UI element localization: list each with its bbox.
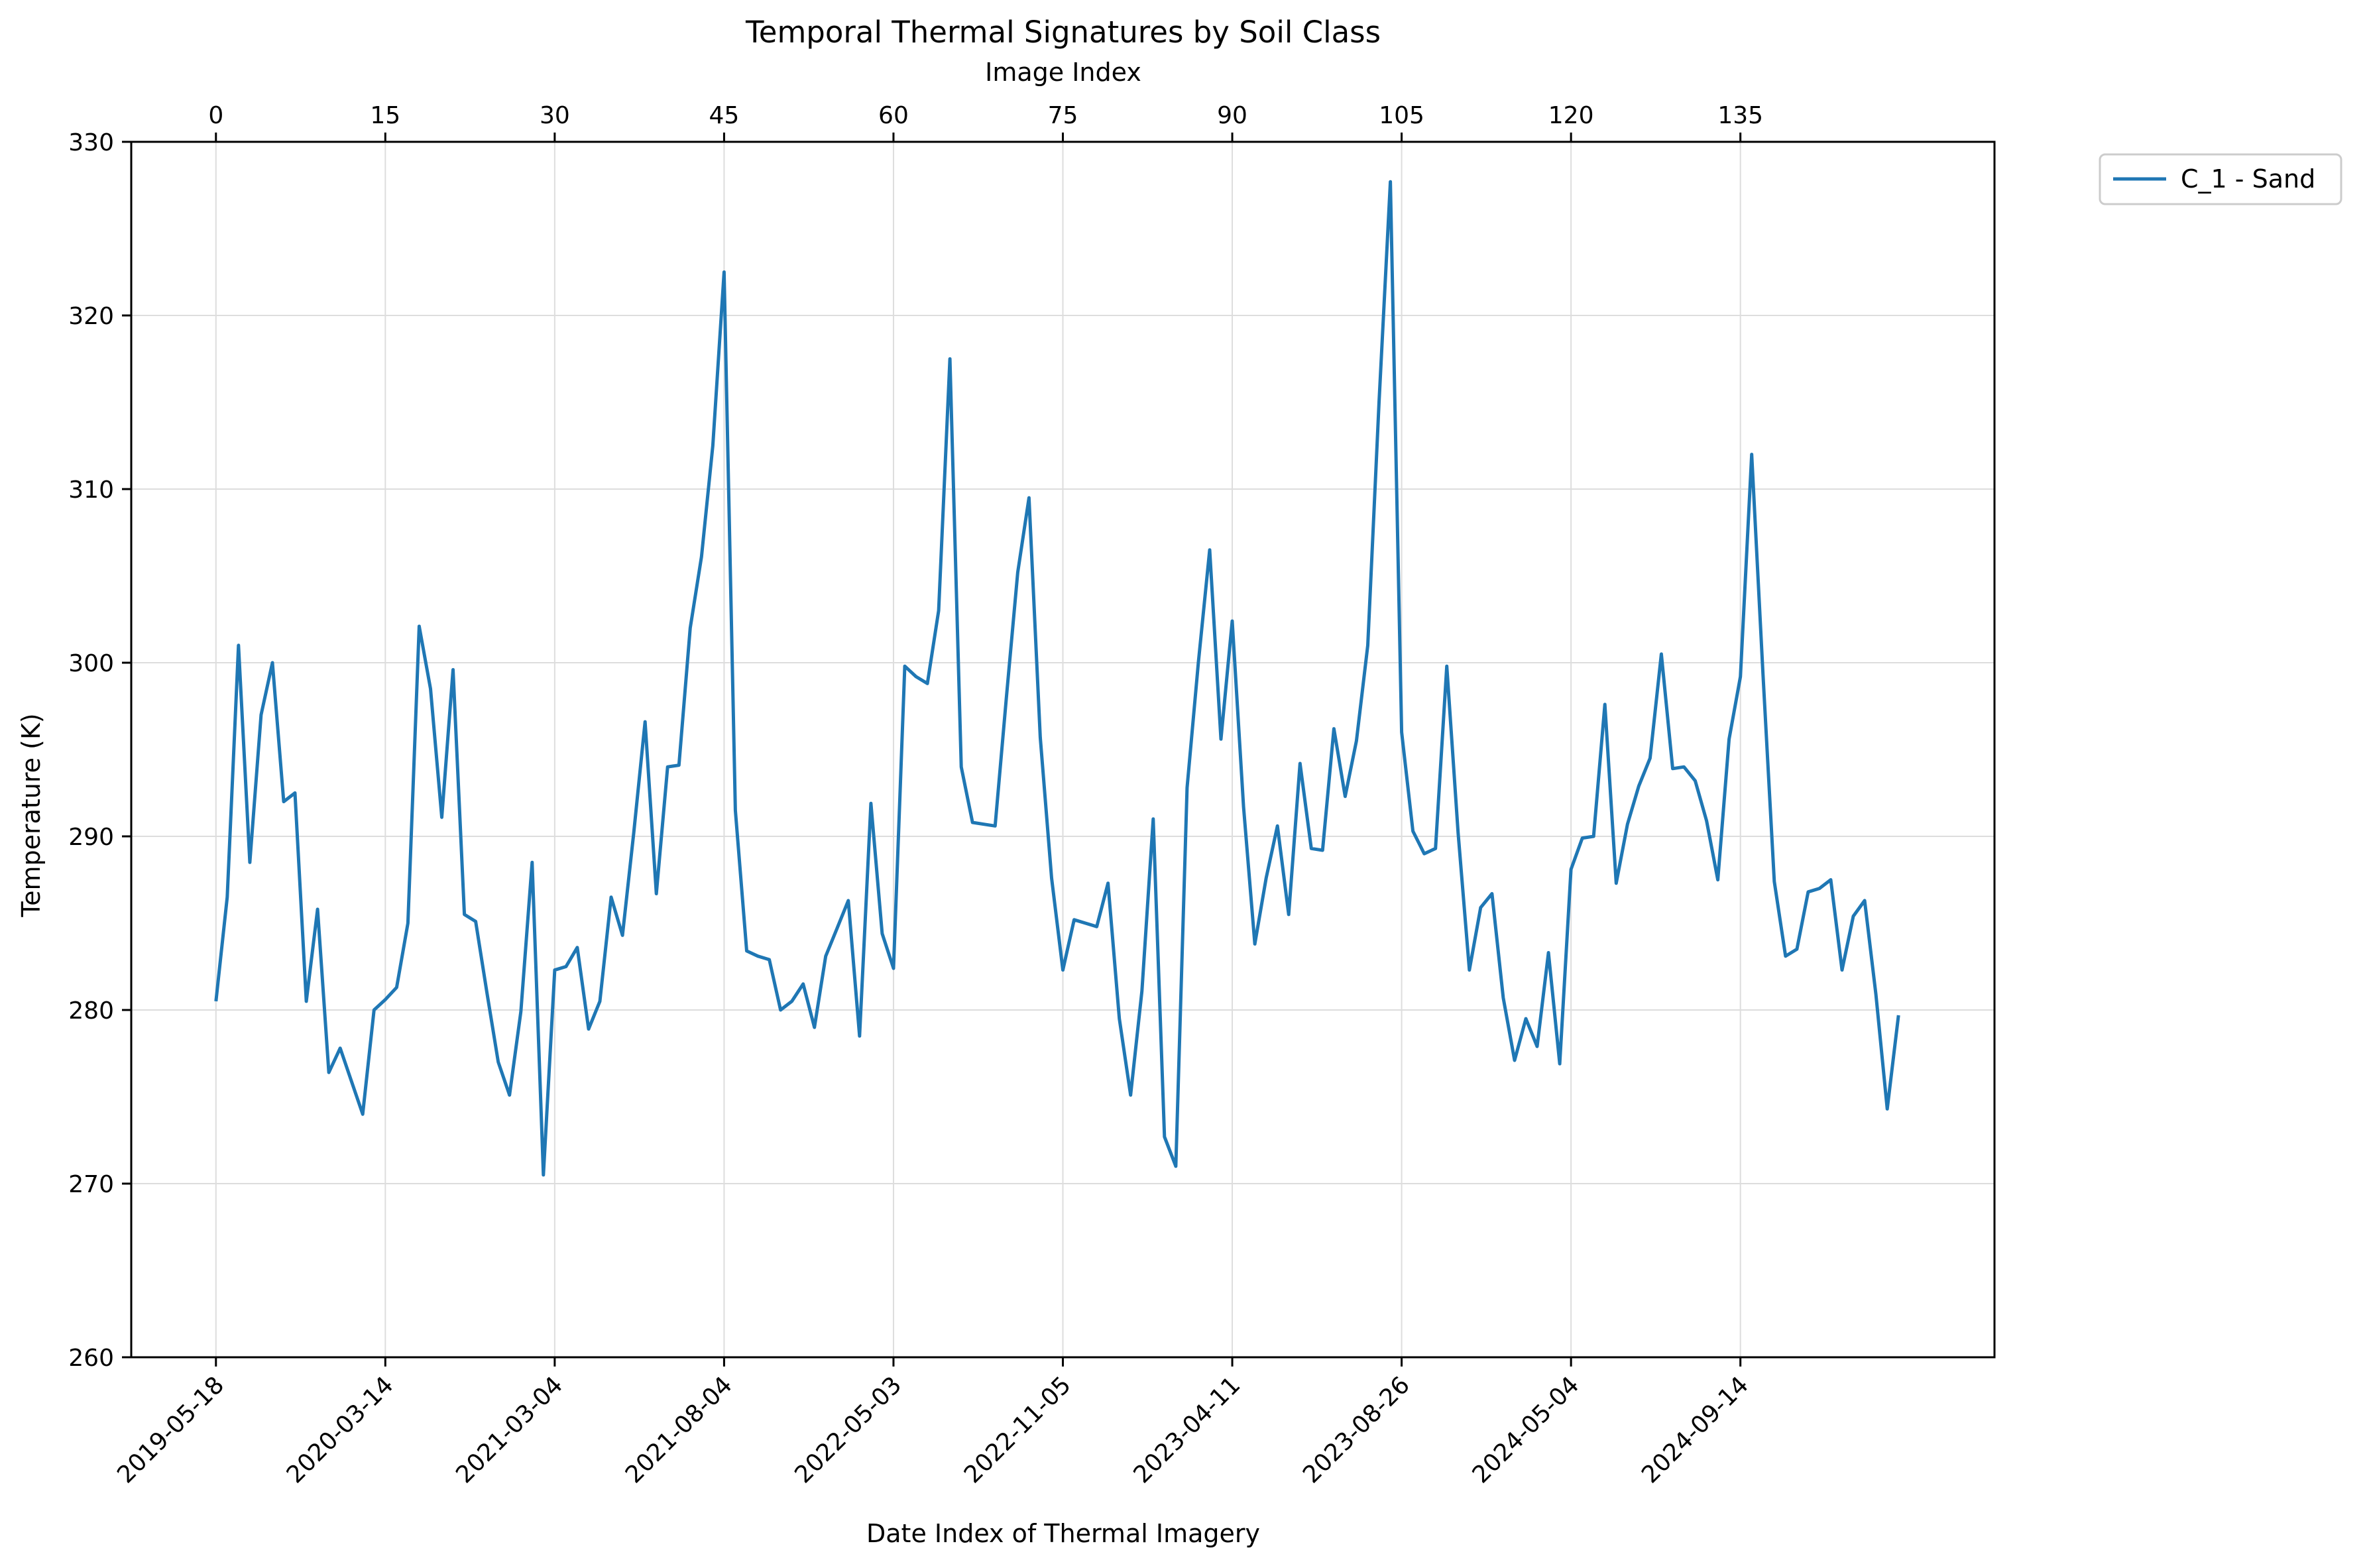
y-tick-label: 260 xyxy=(68,1345,114,1372)
y-tick-label: 330 xyxy=(68,129,114,156)
chart-title: Temporal Thermal Signatures by Soil Clas… xyxy=(745,15,1381,50)
top-tick-label: 135 xyxy=(1717,102,1763,129)
top-tick-label: 75 xyxy=(1048,102,1078,129)
top-tick-label: 30 xyxy=(540,102,570,129)
top-tick-label: 120 xyxy=(1548,102,1594,129)
y-axis: 260 270 280 290 300 310 320 330 xyxy=(68,129,131,1372)
y-axis-label: Temperature (K) xyxy=(17,713,46,917)
top-tick-label: 0 xyxy=(208,102,223,129)
series-line-0 xyxy=(214,180,1900,1177)
top-tick-label: 45 xyxy=(709,102,740,129)
legend-entry-label: C_1 - Sand xyxy=(2181,164,2315,194)
y-tick-label: 290 xyxy=(68,824,114,851)
top-tick-label: 105 xyxy=(1379,102,1424,129)
y-tick-label: 300 xyxy=(68,650,114,677)
x-axis-label: Date Index of Thermal Imagery xyxy=(866,1519,1260,1548)
y-tick-label: 280 xyxy=(68,997,114,1025)
series-group xyxy=(214,180,1900,1177)
top-x-axis-label: Image Index xyxy=(985,58,1141,87)
legend: C_1 - Sand xyxy=(2099,153,2342,205)
top-tick-label: 60 xyxy=(878,102,909,129)
top-tick-label: 15 xyxy=(370,102,400,129)
y-tick-label: 270 xyxy=(68,1171,114,1198)
top-tick-label: 90 xyxy=(1217,102,1247,129)
legend-box xyxy=(2099,153,2342,205)
y-tick-label: 320 xyxy=(68,303,114,330)
top-x-axis: 0 15 30 45 60 75 90 105 120 135 xyxy=(208,102,1763,142)
y-tick-label: 310 xyxy=(68,476,114,504)
